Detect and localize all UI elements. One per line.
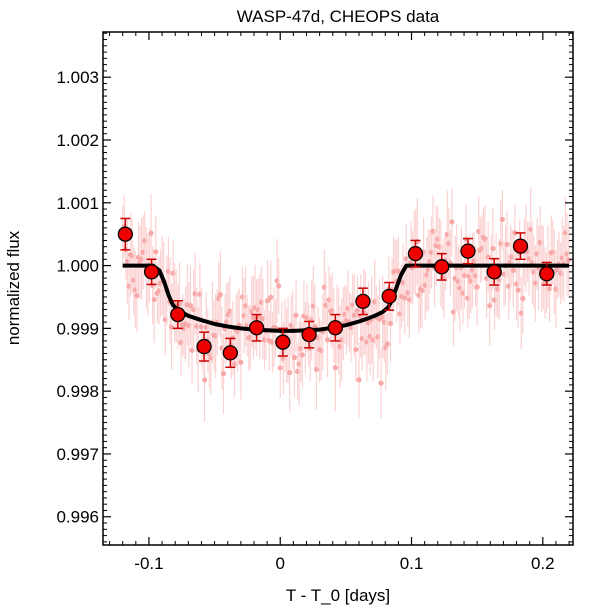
x-tick-label: 0	[276, 554, 285, 573]
raw-data-point	[490, 245, 496, 252]
x-tick-label: 0.2	[531, 554, 555, 573]
raw-data-point	[187, 303, 194, 309]
binned-data-point	[301, 327, 317, 343]
raw-data-point	[520, 295, 526, 302]
binned-data-point	[143, 264, 160, 280]
raw-data-point	[378, 380, 384, 386]
x-tick-label: 0.1	[400, 554, 424, 573]
raw-data-point	[504, 241, 510, 248]
binned-data-point	[196, 338, 212, 355]
binned-data-point	[222, 345, 238, 361]
raw-data-point	[565, 257, 572, 263]
binned-data-point	[170, 306, 186, 323]
raw-data-point	[402, 295, 408, 301]
y-tick-label: 1.001	[56, 194, 99, 213]
raw-data-point	[148, 230, 154, 236]
raw-data-point	[293, 312, 299, 318]
raw-data-point	[287, 369, 293, 376]
y-tick-label: 1.000	[56, 257, 99, 276]
raw-data-point	[220, 370, 227, 377]
raw-data-point	[153, 249, 159, 255]
raw-data-point	[384, 341, 390, 347]
y-axis-label: normalized flux	[4, 230, 23, 345]
raw-data-point	[217, 291, 223, 298]
raw-data-point	[419, 287, 425, 294]
binned-data-point	[486, 264, 502, 280]
raw-data-point	[268, 294, 274, 300]
y-tick-label: 1.003	[56, 68, 99, 87]
raw-data-point	[265, 298, 271, 304]
y-tick-label: 1.002	[56, 131, 99, 150]
binned-data-point	[539, 266, 555, 282]
binned-data-point	[381, 288, 397, 304]
binned-data-point	[355, 293, 371, 310]
binned-data-point	[407, 246, 424, 262]
binned-data-point	[512, 238, 529, 254]
raw-data-point	[351, 312, 357, 318]
raw-data-point	[474, 284, 480, 290]
raw-data-layer	[120, 187, 572, 422]
raw-data-point	[510, 267, 516, 274]
binned-data-point	[275, 334, 291, 350]
raw-data-point	[332, 365, 338, 371]
raw-data-point	[395, 268, 401, 274]
axis-ticks: -0.1 0 0.1 0.2 0.996 0.997 0.998 0.999 1.000 1.00…	[56, 32, 573, 573]
binned-data-point	[460, 243, 476, 259]
binned-data-point	[327, 320, 344, 336]
raw-data-point	[324, 337, 331, 343]
raw-data-point	[134, 292, 140, 299]
raw-data-point	[151, 296, 157, 303]
y-tick-label: 0.996	[56, 508, 99, 527]
raw-data-point	[168, 324, 175, 330]
raw-data-point	[202, 377, 208, 383]
binned-data-point	[434, 259, 450, 275]
binned-data-point	[117, 226, 133, 242]
raw-data-point	[512, 230, 518, 236]
raw-data-point	[291, 354, 298, 361]
x-axis-label: T - T_0 [days]	[286, 586, 390, 605]
raw-data-point	[277, 365, 283, 371]
raw-data-point	[515, 287, 521, 293]
raw-data-point	[353, 346, 359, 353]
binned-data-layer	[117, 217, 555, 369]
x-tick-label: -0.1	[134, 554, 163, 573]
chart-title: WASP-47d, CHEOPS data	[237, 7, 440, 26]
raw-data-point	[299, 352, 305, 358]
raw-data-point	[449, 219, 455, 225]
plot-frame	[102, 31, 574, 546]
binned-data-point	[248, 320, 265, 336]
raw-data-point	[238, 359, 244, 365]
raw-data-point	[354, 308, 361, 314]
raw-data-point	[276, 283, 282, 289]
raw-data-point	[356, 377, 362, 383]
raw-data-point	[499, 216, 505, 223]
y-tick-label: 0.999	[56, 319, 99, 338]
y-tick-label: 0.997	[56, 445, 99, 464]
y-tick-label: 0.998	[56, 382, 99, 401]
